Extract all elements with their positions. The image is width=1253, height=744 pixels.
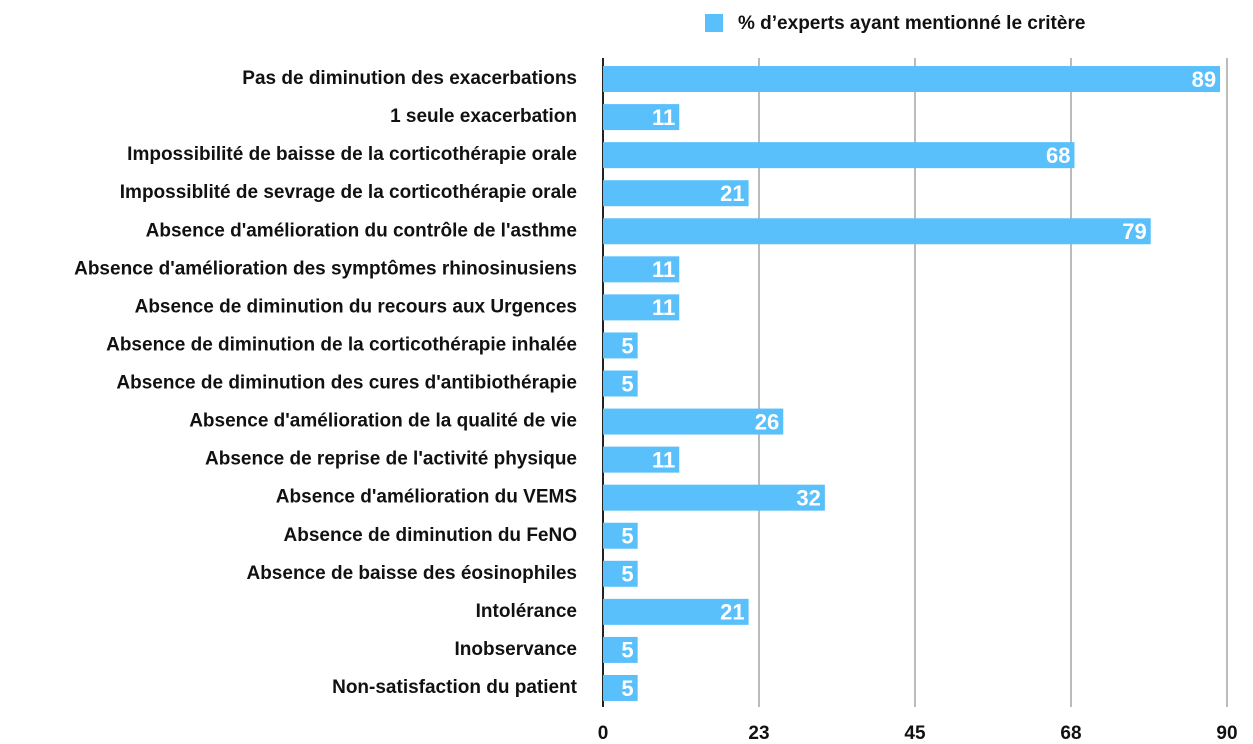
y-tick-label: Impossibilité de baisse de la corticothé… bbox=[127, 144, 577, 165]
bar bbox=[603, 66, 1221, 93]
bar bbox=[603, 446, 680, 473]
bar bbox=[603, 142, 1075, 169]
y-tick-label: Intolérance bbox=[476, 601, 577, 622]
bar bbox=[603, 218, 1151, 245]
legend-swatch bbox=[705, 14, 723, 32]
value-label: 11 bbox=[652, 105, 675, 130]
value-label: 5 bbox=[621, 371, 633, 396]
bar bbox=[603, 104, 680, 131]
x-tick-label: 68 bbox=[1060, 723, 1081, 744]
value-label: 5 bbox=[621, 333, 633, 358]
y-tick-label: Absence d'amélioration de la qualité de … bbox=[189, 411, 577, 432]
y-tick-label: Non-satisfaction du patient bbox=[332, 677, 578, 698]
value-label: 5 bbox=[621, 524, 633, 549]
bar bbox=[603, 522, 638, 549]
value-label: 79 bbox=[1122, 219, 1146, 244]
y-tick-label: Absence de diminution des cures d'antibi… bbox=[116, 373, 577, 394]
y-tick-label: Inobservance bbox=[455, 639, 578, 660]
y-tick-label: Absence de baisse des éosinophiles bbox=[246, 563, 577, 584]
bar bbox=[603, 256, 680, 283]
y-tick-label: Absence de diminution de la corticothéra… bbox=[106, 334, 577, 355]
value-label: 11 bbox=[652, 447, 675, 472]
y-tick-label: Absence de diminution du FeNO bbox=[284, 525, 577, 546]
value-label: 26 bbox=[755, 409, 779, 434]
value-label: 11 bbox=[652, 257, 675, 282]
bar bbox=[603, 370, 638, 397]
y-tick-label: Absence d'amélioration du contrôle de l'… bbox=[146, 220, 577, 241]
value-label: 21 bbox=[720, 600, 744, 625]
x-tick-label: 23 bbox=[748, 723, 769, 744]
y-tick-label: Absence d'amélioration des symptômes rhi… bbox=[74, 258, 577, 279]
bar bbox=[603, 598, 749, 625]
legend-label: % d’experts ayant mentionné le critère bbox=[738, 13, 1085, 34]
x-tick-label: 0 bbox=[598, 723, 609, 744]
y-tick-label: Absence de reprise de l'activité physiqu… bbox=[205, 449, 577, 470]
value-label: 11 bbox=[652, 295, 675, 320]
value-label: 68 bbox=[1046, 143, 1070, 168]
bar bbox=[603, 560, 638, 587]
y-tick-label: Absence de diminution du recours aux Urg… bbox=[135, 296, 577, 317]
value-label: 32 bbox=[796, 485, 820, 510]
value-label: 5 bbox=[621, 562, 633, 587]
value-label: 5 bbox=[621, 638, 633, 663]
bar bbox=[603, 674, 638, 701]
value-label: 89 bbox=[1192, 67, 1216, 92]
bar bbox=[603, 180, 749, 207]
y-tick-label: Pas de diminution des exacerbations bbox=[242, 68, 577, 89]
bar bbox=[603, 294, 680, 321]
bar bbox=[603, 636, 638, 663]
x-tick-label: 90 bbox=[1216, 723, 1237, 744]
bar bbox=[603, 484, 825, 511]
y-tick-label: Impossiblité de sevrage de la corticothé… bbox=[120, 182, 577, 203]
y-tick-label: Absence d'amélioration du VEMS bbox=[276, 487, 577, 508]
value-label: 5 bbox=[621, 676, 633, 701]
bar bbox=[603, 332, 638, 359]
value-label: 21 bbox=[720, 181, 744, 206]
bar bbox=[603, 408, 784, 435]
y-tick-label: 1 seule exacerbation bbox=[390, 106, 577, 127]
x-tick-label: 45 bbox=[904, 723, 926, 744]
